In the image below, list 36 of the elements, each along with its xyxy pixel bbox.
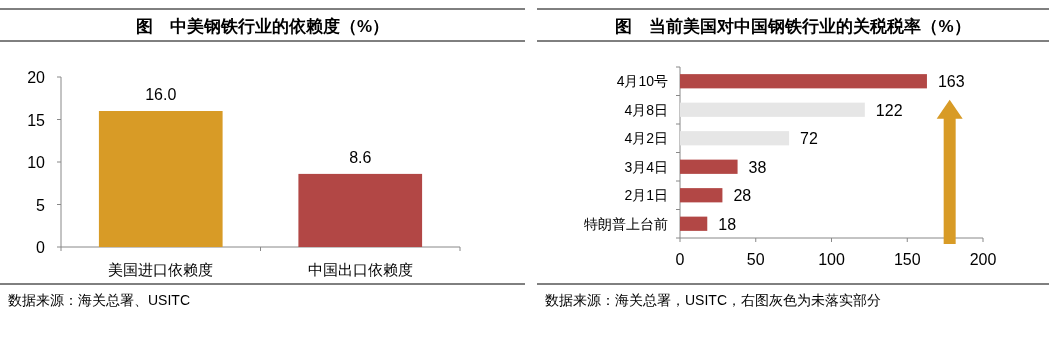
y-tick-label: 4月10号: [616, 73, 668, 90]
y-tick-label: 3月4日: [624, 158, 668, 175]
data-label: 72: [800, 130, 818, 148]
data-label: 122: [875, 101, 903, 119]
data-label: 163: [937, 73, 965, 91]
x-tick-label: 50: [746, 251, 765, 268]
x-tick-label: 中国出口依赖度: [307, 261, 413, 278]
x-tick-label: 200: [969, 251, 997, 268]
chart-title: 图 中美钢铁行业的依赖度（%）: [135, 17, 390, 36]
y-tick-label: 0: [36, 239, 46, 256]
source-note: 数据来源：海关总署，USITC，右图灰色为未落实部分: [545, 292, 881, 308]
y-tick-label: 10: [27, 154, 46, 171]
source-note: 数据来源：海关总署、USITC: [8, 292, 190, 308]
data-label: 38: [748, 158, 767, 176]
y-tick-label: 5: [36, 196, 46, 214]
data-label: 16.0: [145, 86, 177, 103]
data-label: 18: [718, 215, 737, 233]
y-tick-label: 4月2日: [624, 130, 668, 147]
y-tick-label: 15: [27, 111, 46, 129]
bar: [680, 216, 708, 231]
y-tick-label: 2月1日: [624, 187, 668, 204]
bar: [680, 131, 790, 146]
x-tick-label: 美国进口依赖度: [108, 261, 214, 278]
y-tick-label: 4月8日: [624, 101, 668, 118]
x-tick-label: 150: [893, 251, 921, 268]
data-label: 8.6: [349, 148, 372, 166]
bar: [680, 102, 865, 117]
bar: [680, 74, 927, 89]
y-tick-label: 20: [27, 69, 46, 86]
bar: [680, 188, 723, 203]
x-tick-label: 100: [818, 251, 845, 268]
chart-title: 图 当前美国对中国钢铁行业的关税税率（%）: [615, 17, 971, 36]
x-tick-label: 0: [675, 251, 685, 268]
data-label: 28: [733, 187, 752, 205]
y-tick-label: 特朗普上台前: [584, 215, 668, 232]
bar: [680, 159, 738, 174]
